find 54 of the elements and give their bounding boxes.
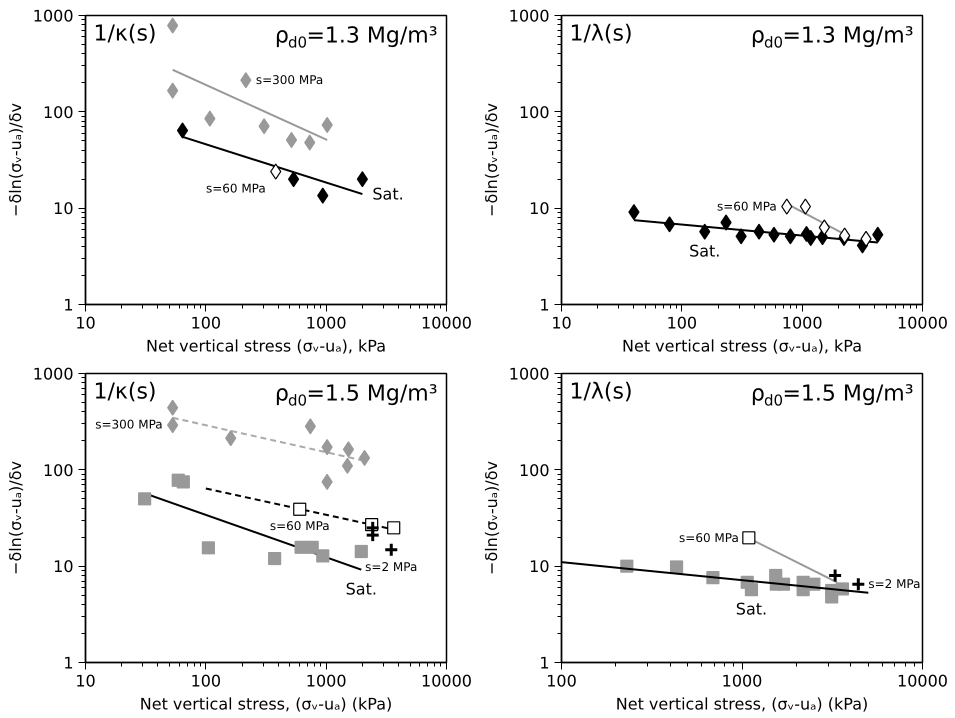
chart-title: 1/κ(s) xyxy=(94,380,157,404)
y-tick-label: 10 xyxy=(53,557,74,576)
x-tick-label: 10000 xyxy=(897,672,948,690)
annotation: Sat. xyxy=(346,580,377,599)
x-axis-title: Net vertical stress (σᵥ-uₐ), kPa xyxy=(146,336,386,356)
annotation: s=60 MPa xyxy=(679,530,739,545)
y-tick-label: 100 xyxy=(42,460,74,480)
x-tick-label: 100 xyxy=(190,314,222,332)
x-tick-label: 10000 xyxy=(897,314,948,332)
x-axis-title: Net vertical stress, (σᵥ-uₐ) (kPa) xyxy=(616,694,868,714)
y-axis-title: −δln(σᵥ-uₐ)/δv xyxy=(482,103,501,217)
annotation: s=2 MPa xyxy=(868,577,920,592)
x-tick-label: 10 xyxy=(551,314,572,332)
x-tick-label: 1000 xyxy=(306,672,347,690)
annotation: Sat. xyxy=(372,184,404,204)
x-axis-title: Net vertical stress, (σᵥ-uₐ) (kPa) xyxy=(140,694,392,714)
y-axis-title: −δln(σᵥ-uₐ)/δv xyxy=(482,461,501,575)
y-tick-label: 1 xyxy=(539,654,550,672)
x-tick-label: 100 xyxy=(190,672,222,690)
annotation: s=60 MPa xyxy=(270,519,330,534)
y-axis-title: −δln(σᵥ-uₐ)/δv xyxy=(6,461,25,575)
y-tick-label: 100 xyxy=(518,460,550,480)
annotation: s=60 MPa xyxy=(716,200,777,214)
y-tick-label: 1000 xyxy=(32,6,74,26)
x-tick-label: 100 xyxy=(666,314,698,332)
y-tick-label: 1000 xyxy=(508,6,550,26)
y-tick-label: 1 xyxy=(539,296,550,314)
y-tick-label: 10 xyxy=(529,199,550,218)
y-tick-label: 1 xyxy=(63,654,74,672)
annotation: s=300 MPa xyxy=(256,73,324,88)
x-tick-label: 10000 xyxy=(421,314,472,332)
annotation: s=2 MPa xyxy=(365,560,418,574)
chart-title: 1/κ(s) xyxy=(94,22,157,46)
x-tick-label: 1000 xyxy=(722,672,762,690)
y-tick-label: 1000 xyxy=(32,364,74,384)
chart-title: 1/λ(s) xyxy=(570,22,633,46)
x-tick-label: 10 xyxy=(75,314,96,332)
x-tick-label: 10 xyxy=(75,672,96,690)
y-tick-label: 1000 xyxy=(508,364,550,384)
y-tick-label: 100 xyxy=(518,102,550,122)
annotation: s=60 MPa xyxy=(206,182,266,196)
y-tick-label: 1 xyxy=(63,296,74,314)
y-tick-label: 10 xyxy=(529,557,550,576)
y-tick-label: 100 xyxy=(42,102,74,122)
annotation: Sat. xyxy=(736,600,768,619)
x-axis-title: Net vertical stress (σᵥ-uₐ), kPa xyxy=(622,336,862,356)
y-axis-title: −δln(σᵥ-uₐ)/δv xyxy=(6,103,25,217)
x-tick-label: 1000 xyxy=(782,314,823,332)
chart-title: 1/λ(s) xyxy=(570,380,633,404)
annotation: s=300 MPa xyxy=(95,418,163,432)
x-tick-label: 10000 xyxy=(421,672,472,690)
y-tick-label: 10 xyxy=(53,199,74,218)
annotation: Sat. xyxy=(689,242,720,261)
x-tick-label: 1000 xyxy=(306,314,347,332)
